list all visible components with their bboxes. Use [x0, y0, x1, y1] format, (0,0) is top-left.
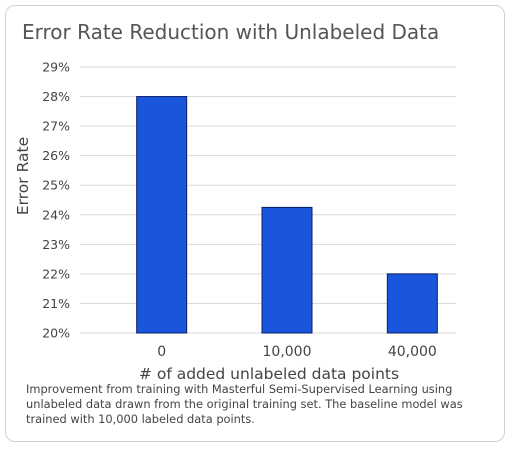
y-tick-label: 25%	[42, 178, 70, 193]
bar-40000	[386, 273, 438, 334]
y-tick-label: 23%	[42, 237, 70, 252]
y-tick-labels: 20% 21% 22% 23% 24% 25% 26% 27% 28% 29%	[42, 60, 70, 341]
x-tick-label: 10,000	[263, 344, 312, 360]
y-tick-label: 28%	[42, 89, 70, 104]
bars	[136, 96, 438, 334]
chart-card	[5, 5, 505, 442]
bar-0	[136, 96, 188, 334]
chart-caption: Improvement from training with Masterful…	[26, 382, 463, 426]
x-axis-label: # of added unlabeled data points	[139, 365, 399, 383]
chart-title: Error Rate Reduction with Unlabeled Data	[22, 20, 440, 44]
y-axis-label: Error Rate	[14, 137, 32, 215]
y-tick-label: 22%	[42, 266, 70, 281]
x-tick-labels: 0 10,000 40,000	[157, 344, 437, 360]
y-tick-label: 27%	[42, 119, 70, 134]
y-tick-label: 24%	[42, 207, 70, 222]
y-tick-label: 29%	[42, 60, 70, 75]
x-tick-label: 0	[157, 344, 166, 360]
bar-10000	[261, 206, 313, 334]
x-tick-label: 40,000	[388, 344, 437, 360]
y-tick-label: 21%	[42, 296, 70, 311]
y-tick-label: 26%	[42, 148, 70, 163]
y-tick-label: 20%	[42, 326, 70, 341]
